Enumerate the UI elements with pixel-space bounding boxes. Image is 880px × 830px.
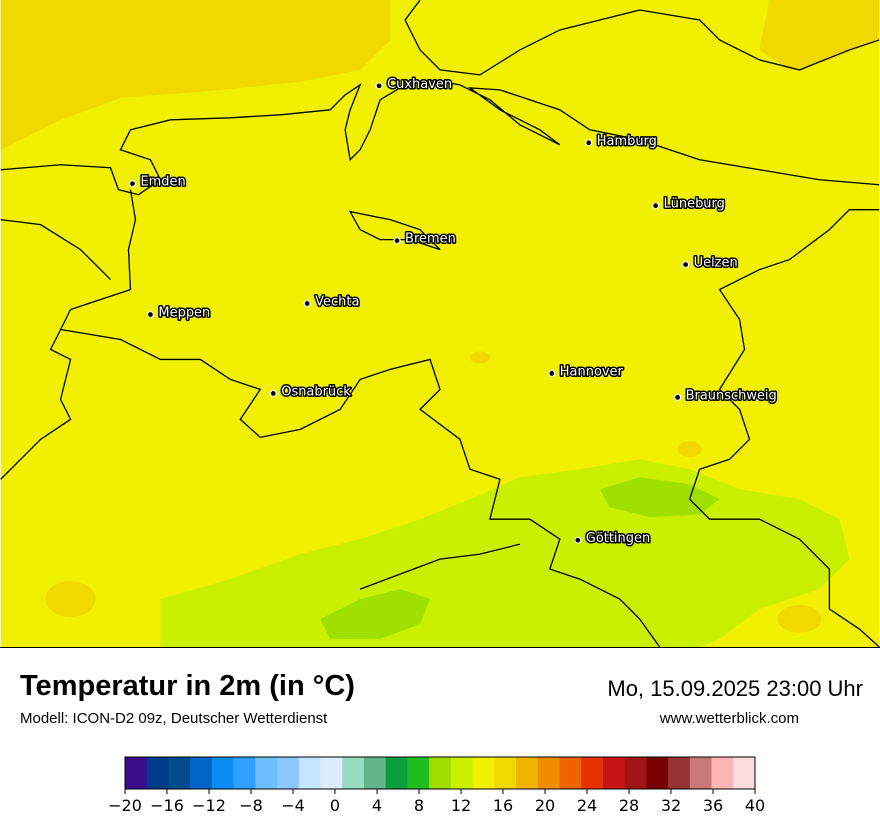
city-dot	[682, 260, 690, 269]
city-label: Vechta	[315, 295, 359, 310]
city-label: Göttingen	[586, 531, 650, 546]
city-dot	[303, 299, 311, 308]
website-link[interactable]: www.wetterblick.com	[659, 710, 799, 727]
legend-swatch	[146, 757, 169, 789]
legend-frame	[124, 756, 756, 790]
map-title: Temperatur in 2m (in °C)	[20, 670, 355, 702]
legend-swatch	[537, 757, 560, 789]
city-dot	[269, 389, 277, 397]
legend-swatch	[450, 757, 474, 789]
warm-spot	[469, 351, 490, 364]
city-label: Uelzen	[694, 256, 738, 271]
legend-swatch	[385, 757, 408, 789]
legend-tick-label: 24	[577, 796, 597, 815]
legend-swatch	[168, 757, 191, 789]
legend-swatch	[125, 757, 148, 789]
cooler-area-center	[320, 589, 431, 640]
legend-swatch	[320, 757, 343, 789]
city-label: Hannover	[560, 364, 624, 379]
legend-swatch	[233, 757, 256, 789]
legend-tick-label: −20	[108, 796, 142, 815]
legend-swatch	[211, 757, 235, 789]
city-label: Hamburg	[597, 134, 657, 149]
city-dot	[146, 310, 155, 319]
weather-map: Cuxhaven Hamburg Emden Lüneburg Bremen Uelzen…	[0, 0, 880, 648]
legend-tick-label: 8	[414, 796, 424, 815]
legend-swatch	[646, 757, 669, 789]
legend-swatch	[190, 757, 213, 789]
legend-ticks: −20 −16 −12 −8 −4 0 4 8 12 16 20 24 28 32 36 40	[108, 789, 765, 815]
city-label: Emden	[140, 175, 185, 190]
legend-swatch	[516, 757, 539, 789]
legend-tick-label: 16	[493, 796, 513, 815]
legend-swatch	[363, 757, 387, 789]
warm-spot	[677, 441, 702, 458]
legend-swatch	[342, 757, 365, 789]
legend-tick-label: 12	[451, 796, 471, 815]
legend-swatch	[733, 757, 756, 789]
legend-tick-label: 40	[745, 796, 765, 815]
legend-tick-label: −16	[150, 796, 184, 815]
city-label: Cuxhaven	[387, 77, 452, 92]
warm-spot	[45, 581, 96, 618]
legend-swatch	[407, 757, 430, 789]
cooler-area-east	[599, 477, 720, 518]
legend-swatch	[668, 757, 691, 789]
color-legend: −20 −16 −12 −8 −4 0 4 8 12 16 20 24 28 32 36 40	[108, 756, 765, 815]
legend-tick-label: −4	[281, 796, 305, 815]
legend-tick-label: 32	[661, 796, 681, 815]
legend-swatch	[624, 757, 647, 789]
legend-swatch	[277, 757, 300, 789]
legend-tick-label: −12	[192, 796, 226, 815]
legend-swatch	[689, 757, 713, 789]
city-label: Osnabrück	[281, 384, 351, 399]
legend-swatches	[125, 757, 756, 789]
city-dot	[375, 82, 383, 90]
legend-swatch	[429, 757, 452, 789]
legend-swatch	[298, 757, 322, 789]
city-label: Meppen	[158, 306, 210, 321]
model-info: Modell: ICON-D2 09z, Deutscher Wetterdie…	[20, 710, 328, 727]
warm-spot	[777, 605, 822, 634]
boundaries	[0, 0, 880, 647]
city-dot	[585, 139, 593, 147]
city-dot	[652, 202, 660, 210]
legend-tick-label: 4	[372, 796, 382, 815]
sea-warm-area	[0, 0, 391, 150]
sea-warm-area-ne	[759, 0, 880, 70]
city-dot	[548, 369, 556, 378]
legend-swatch	[255, 757, 278, 789]
city-label: Bremen	[405, 232, 456, 247]
city-dot	[393, 237, 401, 245]
legend-tick-label: 0	[330, 796, 340, 815]
legend-swatch	[602, 757, 626, 789]
legend-swatch	[711, 757, 734, 789]
city-markers: Cuxhaven Hamburg Emden Lüneburg Bremen Uelzen…	[128, 75, 778, 548]
legend-swatch	[494, 757, 517, 789]
city-dot	[574, 536, 582, 544]
city-dot	[674, 393, 682, 401]
forecast-datetime: Mo, 15.09.2025 23:00 Uhr	[607, 676, 863, 701]
city-label: Lüneburg	[664, 197, 725, 212]
city-label: Braunschweig	[686, 388, 777, 403]
legend-tick-label: 28	[619, 796, 639, 815]
legend-tick-label: 36	[703, 796, 723, 815]
legend-swatch	[472, 757, 495, 789]
legend-tick-label: 20	[535, 796, 555, 815]
legend-swatch	[581, 757, 604, 789]
city-dot	[128, 180, 137, 188]
legend-swatch	[559, 757, 582, 789]
legend-tick-label: −8	[239, 796, 263, 815]
